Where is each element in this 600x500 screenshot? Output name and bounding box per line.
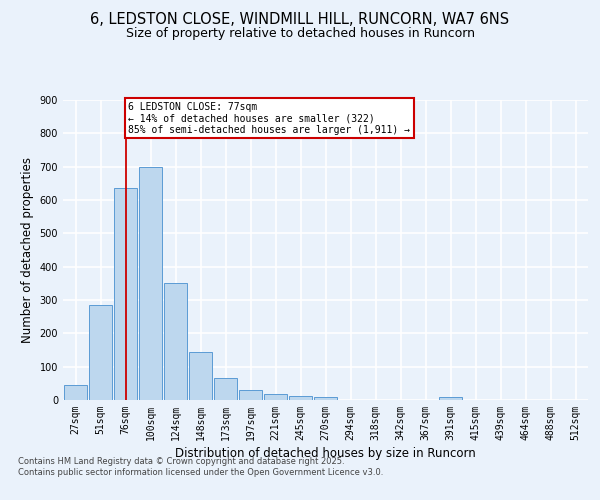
X-axis label: Distribution of detached houses by size in Runcorn: Distribution of detached houses by size … <box>175 447 476 460</box>
Bar <box>214 378 238 400</box>
Text: 6, LEDSTON CLOSE, WINDMILL HILL, RUNCORN, WA7 6NS: 6, LEDSTON CLOSE, WINDMILL HILL, RUNCORN… <box>91 12 509 28</box>
Text: Size of property relative to detached houses in Runcorn: Size of property relative to detached ho… <box>125 28 475 40</box>
Bar <box>188 352 212 400</box>
Bar <box>164 284 187 400</box>
Bar <box>239 390 262 400</box>
Text: 6 LEDSTON CLOSE: 77sqm
← 14% of detached houses are smaller (322)
85% of semi-de: 6 LEDSTON CLOSE: 77sqm ← 14% of detached… <box>128 102 410 135</box>
Text: Contains HM Land Registry data © Crown copyright and database right 2025.
Contai: Contains HM Land Registry data © Crown c… <box>18 458 383 477</box>
Y-axis label: Number of detached properties: Number of detached properties <box>21 157 34 343</box>
Bar <box>263 394 287 400</box>
Bar <box>89 305 112 400</box>
Bar <box>314 396 337 400</box>
Bar <box>289 396 313 400</box>
Bar <box>64 385 88 400</box>
Bar <box>113 188 137 400</box>
Bar <box>439 398 463 400</box>
Bar <box>139 166 163 400</box>
